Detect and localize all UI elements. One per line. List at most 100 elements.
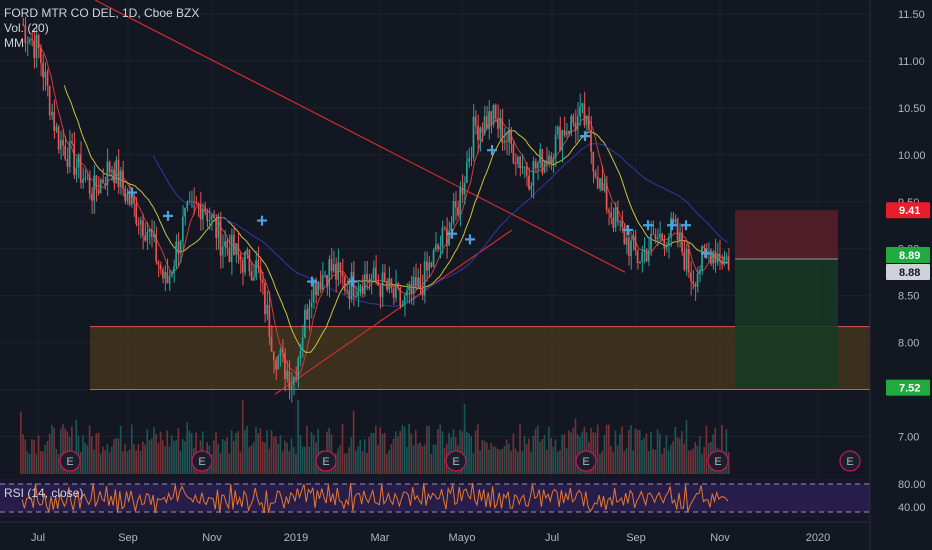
candle-body (559, 126, 561, 151)
volume-bar (625, 447, 628, 474)
volume-bar (346, 453, 348, 474)
volume-bar (299, 435, 302, 474)
rsi-legend[interactable]: RSI (14, close) (4, 486, 84, 500)
candle-body (59, 139, 62, 150)
volume-bar (510, 450, 512, 474)
time-tick-label: Sep (118, 532, 138, 544)
candle-body (721, 260, 723, 265)
candle-body (394, 283, 397, 298)
price-tick-label: 8.50 (898, 291, 919, 303)
candle-body (170, 273, 173, 276)
candle-body (510, 129, 512, 144)
volume-bar (270, 430, 273, 474)
volume-bar (357, 446, 359, 474)
candle-body (62, 139, 64, 146)
ma-slow-line (63, 85, 728, 354)
rsi-line (21, 482, 729, 514)
candle-body (603, 182, 606, 191)
candle-body (286, 371, 288, 380)
volume-bar (272, 436, 275, 474)
volume-bar (692, 448, 694, 474)
volume-bar (570, 432, 572, 474)
volume-bar (465, 431, 468, 474)
volume-bar (239, 451, 242, 474)
volume-bar (237, 431, 240, 474)
candle-body (607, 210, 610, 213)
volume-bar (53, 427, 55, 474)
candle-body (157, 261, 160, 265)
volume-bar (59, 428, 62, 474)
candle-body (137, 223, 140, 225)
volume-bar (224, 440, 226, 474)
candle-body (585, 115, 588, 126)
volume-bar (641, 439, 643, 474)
ma-legend[interactable]: MM (4, 36, 24, 50)
volume-bar (170, 435, 173, 474)
volume-bar (86, 445, 89, 474)
candle-body (397, 283, 399, 289)
time-tick-label: Jul (545, 532, 559, 544)
volume-bar (339, 445, 342, 474)
volume-bar (632, 450, 634, 474)
candle-body (104, 183, 106, 186)
volume-bar (630, 424, 632, 474)
candle-body (255, 260, 257, 278)
volume-bar (219, 453, 222, 474)
candle-body (539, 149, 541, 163)
volume-bar (583, 426, 586, 474)
volume-bar (168, 446, 171, 474)
candle-body (661, 233, 663, 241)
volume-bar (95, 433, 98, 474)
volume-bar (350, 437, 353, 474)
volume-bar (610, 446, 612, 474)
candle-body (450, 222, 453, 231)
candle-body (727, 256, 730, 270)
candle-body (28, 39, 31, 43)
volume-legend[interactable]: Vol. (20) (4, 21, 49, 35)
volume-bar (434, 444, 437, 474)
volume-bar (534, 428, 537, 474)
volume-bar (259, 427, 262, 474)
volume-bar (372, 433, 375, 474)
candle-body (663, 240, 666, 249)
earnings-marker-circle (59, 450, 81, 472)
candle-body (168, 275, 171, 284)
candle-body (142, 220, 144, 236)
volume-bar (312, 434, 315, 474)
candle-body (703, 246, 705, 249)
volume-bar (443, 447, 446, 474)
candle-body (22, 23, 24, 25)
volume-bar (521, 451, 524, 474)
signal-cross-marker (127, 187, 137, 198)
candle-body (166, 272, 169, 284)
volume-bar (186, 422, 189, 474)
candle-body (594, 171, 597, 177)
candle-body (175, 241, 177, 267)
candle-body (485, 116, 488, 130)
volume-bar (639, 429, 641, 474)
volume-bar (135, 450, 137, 474)
volume-bar (406, 447, 408, 474)
candle-body (461, 187, 464, 195)
candle-body (224, 241, 226, 247)
candle-body (503, 140, 506, 143)
price-tick-label: 10.00 (898, 150, 926, 162)
candle-body (37, 35, 40, 49)
volume-bar (414, 430, 417, 474)
signal-cross-marker (580, 131, 590, 142)
volume-bar (337, 448, 339, 474)
volume-bar (647, 451, 650, 474)
volume-bar (499, 449, 501, 474)
candle-body (627, 237, 630, 257)
volume-bar (343, 453, 346, 474)
volume-bar (596, 424, 599, 474)
volume-bar (592, 432, 595, 474)
candle-body (488, 111, 490, 130)
volume-bar (623, 451, 626, 474)
symbol-title[interactable]: FORD MTR CO DEL, 1D, Cboe BZX (4, 6, 200, 20)
volume-bar (375, 425, 377, 474)
candle-body (108, 161, 111, 173)
volume-bar (37, 435, 40, 474)
candle-body (481, 127, 484, 134)
